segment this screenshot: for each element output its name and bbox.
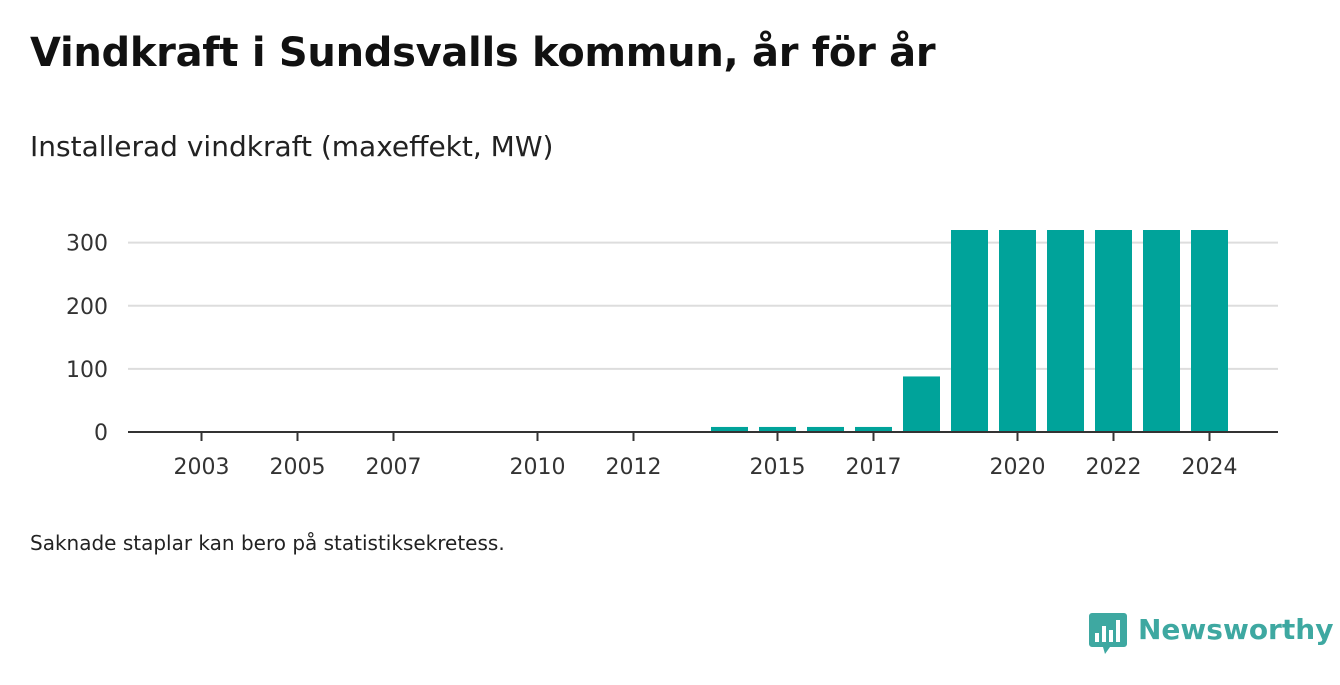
y-tick-label: 100 [66,358,108,383]
bar-2016 [807,426,844,432]
bar-chart: 0 100 200 300 2003 2005 2007 2010 2012 2015 2017 20… [66,230,1278,480]
x-tick-label: 2005 [270,455,326,480]
newsworthy-logo-icon [1089,613,1127,654]
bar-2024 [1191,230,1228,432]
chart-title: Vindkraft i Sundsvalls kommun, år för år [30,30,936,76]
bars [711,230,1228,432]
bar-2018 [903,376,940,432]
x-tick-label: 2012 [606,455,662,480]
bar-2019 [951,230,988,432]
bar-2021 [1047,230,1084,432]
footnote: Saknade staplar kan bero på statistiksek… [30,531,505,555]
bar-2015 [759,426,796,432]
x-tick-label: 2015 [750,455,806,480]
y-tick-label: 300 [66,232,108,257]
bar-2023 [1143,230,1180,432]
y-tick-label: 200 [66,295,108,320]
bar-2014 [711,426,748,432]
brand-name: Newsworthy [1138,613,1334,646]
newsworthy-logo[interactable]: Newsworthy [1088,611,1333,661]
axes [128,431,1278,441]
x-tick-label: 2007 [366,455,422,480]
x-tick-label: 2022 [1086,455,1142,480]
x-tick-label: 2003 [174,455,230,480]
tick-labels: 0 100 200 300 2003 2005 2007 2010 2012 2015 2017 20… [66,232,1238,480]
x-tick-label: 2024 [1182,455,1238,480]
x-tick-label: 2010 [510,455,566,480]
bar-2017 [855,426,892,432]
chart-subtitle: Installerad vindkraft (maxeffekt, MW) [30,130,554,163]
grid-lines [128,241,1278,370]
x-tick-label: 2017 [846,455,902,480]
bar-2022 [1095,230,1132,432]
bar-2020 [999,230,1036,432]
y-tick-label: 0 [94,421,108,446]
x-tick-label: 2020 [990,455,1046,480]
